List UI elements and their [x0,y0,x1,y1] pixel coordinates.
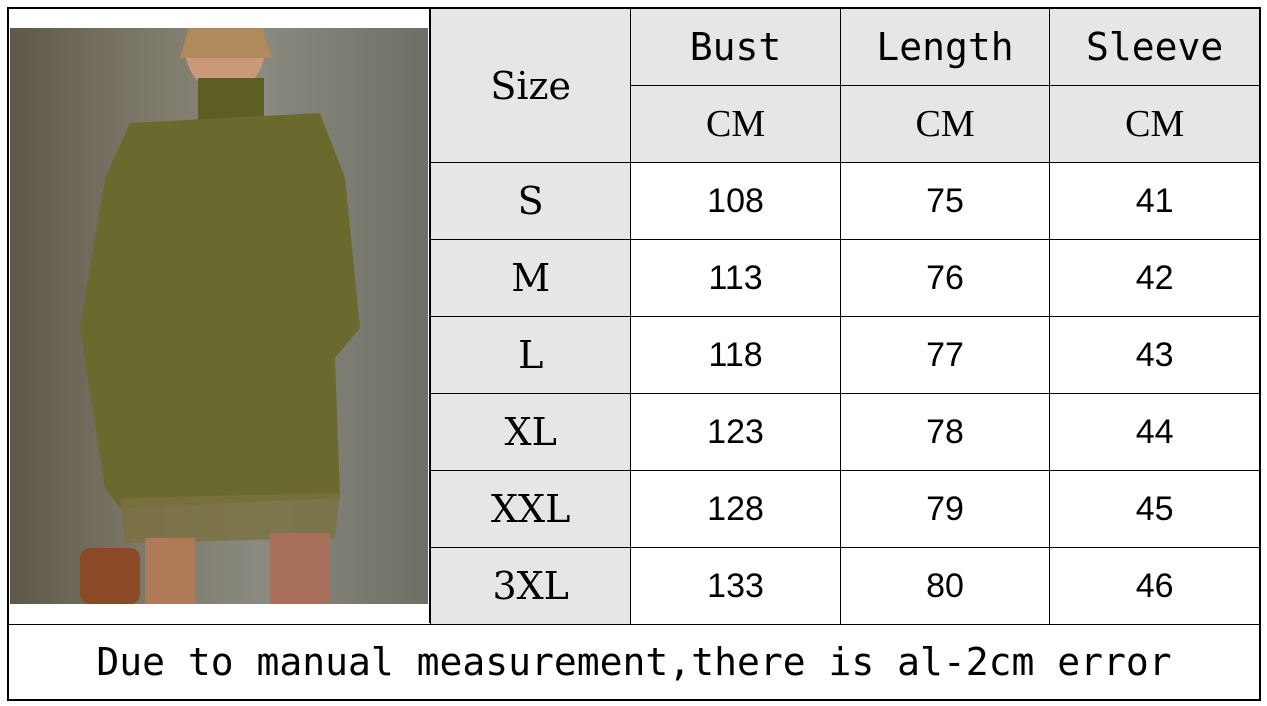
sleeve-unit: CM [1049,85,1259,163]
sweater-dress [80,113,360,508]
size-cell: XXL [429,470,632,548]
sleeve-cell: 41 [1049,162,1259,240]
table-row: 3XL 133 80 46 [429,547,1259,625]
sleeve-cell: 42 [1049,239,1259,317]
bust-cell: 118 [630,316,841,394]
sleeve-cell: 43 [1049,316,1259,394]
model-leg-left [145,538,195,604]
sleeve-cell: 45 [1049,470,1259,548]
table-row: S 108 75 41 [429,162,1259,240]
length-header: Length [839,9,1051,86]
handbag [80,548,140,604]
size-cell: L [429,316,632,394]
bust-cell: 123 [630,393,841,471]
size-header: Size [429,9,632,163]
product-photo-cell [9,9,430,623]
bust-cell: 108 [630,162,841,240]
size-cell: M [429,239,632,317]
size-cell: XL [429,393,632,471]
length-unit: CM [839,85,1051,163]
size-table: Size Bust Length Sleeve CM CM CM S 108 7… [429,9,1259,625]
bust-cell: 128 [630,470,841,548]
size-chart: Size Bust Length Sleeve CM CM CM S 108 7… [7,7,1261,701]
length-cell: 75 [839,162,1051,240]
fringe-hem [120,493,340,543]
sleeve-header: Sleeve [1049,9,1259,86]
bust-header: Bust [630,9,841,86]
size-cell: S [429,162,632,240]
table-row: L 118 77 43 [429,316,1259,394]
length-cell: 77 [839,316,1051,394]
sleeve-cell: 46 [1049,547,1259,625]
bust-unit: CM [630,85,841,163]
table-row: M 113 76 42 [429,239,1259,317]
sleeve-cell: 44 [1049,393,1259,471]
length-cell: 78 [839,393,1051,471]
table-row: XL 123 78 44 [429,393,1259,471]
bust-cell: 133 [630,547,841,625]
bust-cell: 113 [630,239,841,317]
model-hair [180,28,272,58]
length-cell: 76 [839,239,1051,317]
measurement-note: Due to manual measurement,there is al-2c… [9,624,1259,700]
model-leg-right [270,533,330,604]
table-row: XXL 128 79 45 [429,470,1259,548]
product-photo [10,28,428,604]
size-cell: 3XL [429,547,632,625]
length-cell: 79 [839,470,1051,548]
length-cell: 80 [839,547,1051,625]
